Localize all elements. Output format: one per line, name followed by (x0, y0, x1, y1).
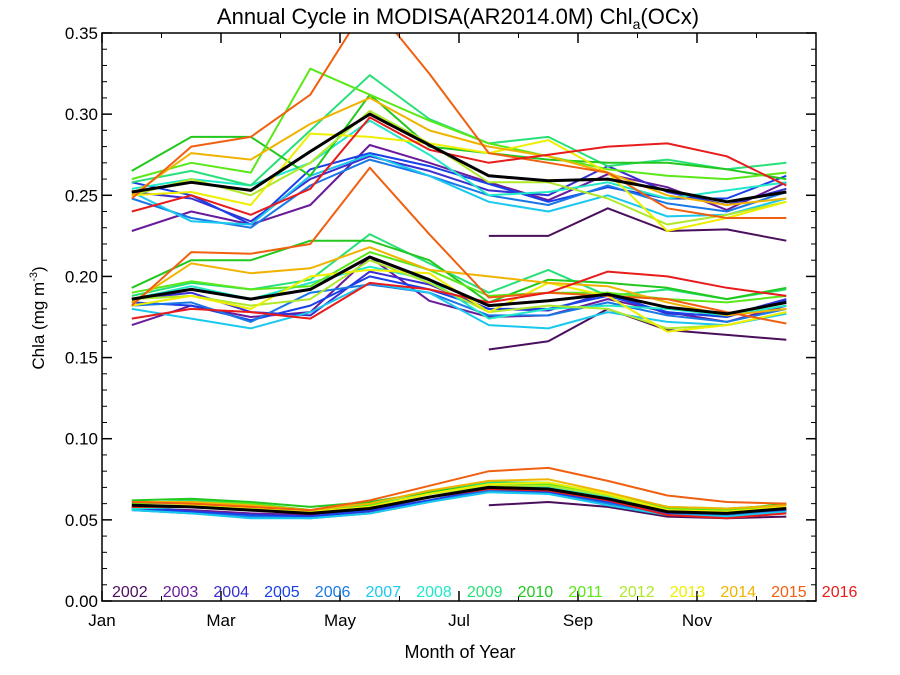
series-line-2014-low (131, 246, 787, 317)
y-tick-label: 0.05 (65, 511, 98, 530)
axes: Jan Mar May Jul Sep Nov 0.00 0.05 0.10 0.15 0.20 0.… (65, 24, 816, 630)
y-tick-label: 0.15 (65, 349, 98, 368)
series-line-2015-low (131, 166, 787, 325)
chart-title-end: (OCx) (640, 4, 699, 29)
legend-entry-2012: 2012 (619, 584, 655, 601)
y-axis-label: Chla (mg m-3) (28, 266, 48, 369)
y-axis-label-superscript: -3 (28, 272, 40, 282)
chart-title-main: Annual Cycle in MODISA(AR2014.0M) Chl (217, 4, 633, 29)
chart-title: Annual Cycle in MODISA(AR2014.0M) Chla(O… (217, 4, 699, 32)
legend-entry-2006: 2006 (315, 584, 351, 601)
series-line-climatology-mean (131, 112, 787, 204)
series-line-2013-min (131, 481, 787, 513)
y-tick-label: 0.25 (65, 186, 98, 205)
x-tick-label: Mar (206, 611, 236, 630)
y-tick-label: 0.30 (65, 105, 98, 124)
legend-entry-2010: 2010 (518, 584, 554, 601)
legend-entry-2014: 2014 (720, 584, 756, 601)
legend-entry-2003: 2003 (163, 584, 199, 601)
series-line-2010-mean (131, 93, 787, 181)
series-line-2015-mean (131, 33, 787, 219)
series-line-climatology-low (131, 255, 787, 316)
x-tick-label: May (324, 611, 357, 630)
legend-entry-2011: 2011 (568, 584, 603, 601)
y-axis-label-end: ) (29, 266, 48, 272)
legend-entry-2013: 2013 (670, 584, 706, 601)
legend-entry-2007: 2007 (366, 584, 402, 601)
series-line-2011-mean (131, 67, 787, 181)
series-line-2007-mean (131, 153, 787, 226)
y-tick-label: 0.20 (65, 267, 98, 286)
series-line-2006-low (131, 283, 787, 323)
legend-entry-2005: 2005 (264, 584, 300, 601)
chart-title-subscript: a (633, 16, 641, 32)
legend: 2002 2003 2004 2005 2006 2007 2008 2009 2010 2011… (112, 584, 857, 601)
series-line-2012-mean (131, 109, 787, 226)
series-line-2005-min (131, 488, 787, 518)
legend-entry-2008: 2008 (416, 584, 452, 601)
series-line-2012-low (131, 259, 787, 330)
x-tick-label: Jul (448, 611, 470, 630)
x-tick-label: Nov (682, 611, 713, 630)
y-axis-label-main: Chla (mg m (29, 282, 48, 370)
x-axis-label: Month of Year (404, 642, 515, 662)
series-line-climatology-min (131, 485, 787, 515)
series-line-2004-mean (131, 155, 787, 223)
series-line-2014-mean (131, 96, 787, 206)
series-line-2006-mean (131, 158, 787, 229)
y-tick-label: 0.10 (65, 430, 98, 449)
series-line-2010-low (131, 239, 787, 304)
x-tick-label: Jan (88, 611, 115, 630)
legend-entry-2016: 2016 (822, 584, 858, 601)
series-line-2016-mean (131, 116, 787, 216)
legend-entry-2009: 2009 (467, 584, 503, 601)
series-line-2002-mean (488, 207, 787, 242)
series-line-2014-min (131, 478, 787, 512)
legend-entry-2002: 2002 (112, 584, 148, 601)
series-line-2011-low (131, 251, 787, 304)
y-tick-label: 0.35 (65, 24, 98, 43)
series-line-2016-low (131, 270, 787, 320)
x-tick-label: Sep (563, 611, 593, 630)
y-tick-label: 0.00 (65, 592, 98, 611)
legend-entry-2015: 2015 (771, 584, 807, 601)
series-line-2015-min (131, 466, 787, 512)
legend-entry-2004: 2004 (213, 584, 249, 601)
series-line-2007-low (131, 281, 787, 330)
series-lines (131, 33, 787, 520)
series-line-2013-mean (131, 132, 787, 232)
